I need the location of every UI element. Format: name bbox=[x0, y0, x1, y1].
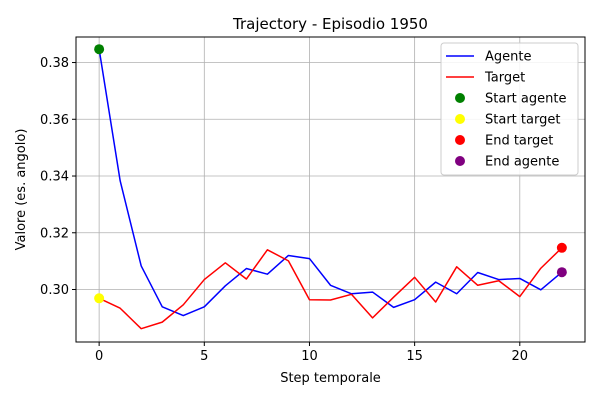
y-tick-label: 0.34 bbox=[40, 170, 69, 185]
y-axis-ticks: 0.30 0.32 0.34 0.36 0.38 bbox=[40, 56, 76, 298]
series-line-target bbox=[98, 247, 563, 330]
legend: Agente Target Start agente Start target End … bbox=[440, 42, 579, 176]
x-tick-label: 15 bbox=[406, 349, 423, 364]
x-tick-label: 5 bbox=[200, 349, 208, 364]
legend-box bbox=[440, 42, 579, 176]
y-tick-label: 0.38 bbox=[40, 56, 69, 71]
series-line-agente bbox=[98, 49, 563, 317]
x-axis-ticks: 0 5 10 15 20 bbox=[95, 342, 528, 364]
y-tick-label: 0.36 bbox=[40, 113, 69, 128]
legend-label-end-agente: End agente bbox=[485, 155, 559, 170]
legend-label-start-target: Start target bbox=[485, 113, 560, 128]
marker-start-target bbox=[94, 293, 105, 304]
marker-start-agente bbox=[94, 44, 105, 55]
legend-swatch-start-agente bbox=[455, 93, 465, 103]
series-lines bbox=[98, 49, 563, 330]
x-tick-label: 10 bbox=[301, 349, 318, 364]
legend-label-agente: Agente bbox=[485, 50, 531, 65]
chart-title: Trajectory - Episodio 1950 bbox=[232, 15, 428, 33]
marker-end-agente bbox=[556, 267, 567, 278]
legend-swatch-end-target bbox=[455, 135, 465, 145]
legend-swatch-end-agente bbox=[455, 156, 465, 166]
x-axis-label: Step temporale bbox=[280, 371, 381, 386]
legend-label-target: Target bbox=[484, 71, 525, 86]
endpoint-markers bbox=[94, 44, 567, 304]
x-tick-label: 0 bbox=[95, 349, 103, 364]
legend-label-end-target: End target bbox=[485, 134, 553, 149]
legend-label-start-agente: Start agente bbox=[485, 92, 566, 107]
y-axis-label: Valore (es. angolo) bbox=[14, 129, 29, 251]
plot-frame bbox=[75, 36, 586, 343]
y-tick-label: 0.30 bbox=[40, 283, 69, 298]
x-tick-label: 20 bbox=[512, 349, 529, 364]
y-tick-label: 0.32 bbox=[40, 226, 69, 241]
marker-end-target bbox=[556, 242, 567, 253]
legend-swatch-start-target bbox=[455, 114, 465, 124]
